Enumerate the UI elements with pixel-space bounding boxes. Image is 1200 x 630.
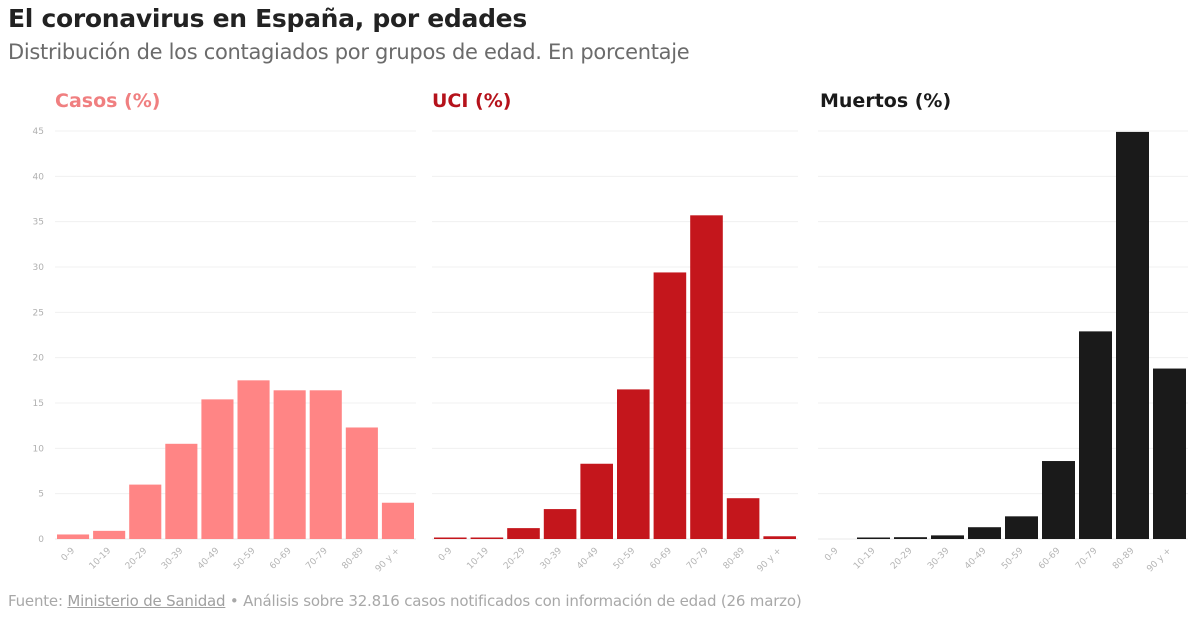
bar-0-9	[57, 534, 90, 539]
y-tick-label: 30	[33, 263, 45, 273]
panel-1: 0-9 10-19 20-29 30-39 40-49 50-59 60-69 70-79 80…	[432, 130, 798, 574]
x-tick-label: 20-29	[124, 546, 150, 572]
x-tick-label: 0-9	[437, 546, 455, 564]
x-tick-label: 20-29	[889, 546, 915, 572]
x-tick-label: 30-39	[926, 546, 952, 572]
y-tick-label: 10	[33, 444, 45, 454]
footer-separator: •	[229, 592, 239, 610]
bar-30-39	[931, 535, 964, 539]
bar-0-9	[434, 537, 467, 539]
bar-10-19	[857, 537, 890, 539]
x-tick-label: 60-69	[268, 546, 294, 572]
bar-80-89	[1116, 131, 1149, 539]
x-tick-label: 50-59	[1000, 546, 1026, 572]
source-prefix: Fuente:	[8, 592, 63, 610]
bar-50-59	[1005, 516, 1038, 539]
bar-40-49	[968, 527, 1001, 539]
x-tick-label: 80-89	[1111, 546, 1137, 572]
footer: Fuente: Ministerio de Sanidad • Análisis…	[8, 592, 802, 610]
bar-10-19	[93, 530, 126, 539]
x-tick-label: 10-19	[465, 546, 491, 572]
x-tick-label: 60-69	[1037, 546, 1063, 572]
bar-40-49	[580, 463, 613, 539]
y-tick-label: 45	[33, 127, 44, 137]
bar-50-59	[617, 389, 650, 539]
panel-0: 0 5 10 15 20 25 30 35 40 45 0-9 10-19 20-29 30-39 40-4…	[33, 127, 416, 574]
bar-70-79	[690, 215, 723, 539]
x-tick-label: 70-79	[1074, 546, 1100, 572]
bar-90y+	[763, 536, 796, 539]
bar-80-89	[345, 427, 378, 539]
x-tick-label: 40-49	[196, 546, 222, 572]
bar-80-89	[726, 498, 760, 539]
chart-subtitle: Distribución de los contagiados por grup…	[8, 40, 690, 64]
x-tick-label: 10-19	[852, 546, 878, 572]
y-tick-label: 20	[33, 354, 45, 364]
x-tick-label: 90 y +	[374, 546, 402, 574]
bar-40-49	[201, 399, 234, 539]
bar-90y+	[1153, 368, 1186, 539]
panel-title-uci: UCI (%)	[432, 90, 512, 112]
panel-2: 0-9 10-19 20-29 30-39 40-49 50-59 60-69 70-79 80…	[818, 130, 1188, 574]
bar-20-29	[507, 528, 540, 539]
x-tick-label: 30-39	[160, 546, 186, 572]
y-tick-label: 0	[38, 535, 44, 545]
y-tick-label: 40	[33, 172, 45, 182]
bar-60-69	[653, 272, 687, 539]
bar-70-79	[309, 390, 342, 539]
x-tick-label: 80-89	[722, 546, 748, 572]
footer-note: Análisis sobre 32.816 casos notificados …	[243, 592, 802, 610]
bar-30-39	[543, 509, 577, 539]
bar-20-29	[894, 537, 927, 539]
y-tick-label: 15	[33, 399, 44, 409]
x-tick-label: 80-89	[340, 546, 366, 572]
x-tick-label: 40-49	[575, 546, 601, 572]
bar-30-39	[165, 443, 198, 539]
x-tick-label: 90 y +	[1145, 546, 1173, 574]
x-tick-label: 10-19	[88, 546, 114, 572]
x-tick-label: 0-9	[823, 546, 841, 564]
bar-60-69	[1042, 461, 1075, 539]
x-tick-label: 20-29	[502, 546, 528, 572]
panel-title-casos: Casos (%)	[55, 90, 161, 112]
x-tick-label: 40-49	[963, 546, 989, 572]
y-tick-label: 35	[33, 218, 44, 228]
bar-20-29	[129, 484, 162, 539]
x-tick-label: 50-59	[232, 546, 258, 572]
bar-10-19	[470, 537, 504, 539]
x-tick-label: 0-9	[60, 546, 78, 564]
y-tick-label: 25	[33, 308, 44, 318]
bar-90y+	[381, 502, 414, 539]
chart-title: El coronavirus en España, por edades	[8, 4, 527, 33]
y-tick-label: 5	[38, 490, 44, 500]
bar-50-59	[237, 380, 270, 539]
bar-70-79	[1079, 331, 1112, 539]
x-tick-label: 50-59	[612, 546, 638, 572]
bar-60-69	[273, 390, 306, 539]
x-tick-label: 70-79	[304, 546, 330, 572]
x-tick-label: 90 y +	[756, 546, 784, 574]
source-link[interactable]: Ministerio de Sanidad	[67, 592, 226, 610]
x-tick-label: 60-69	[648, 546, 674, 572]
x-tick-label: 30-39	[539, 546, 565, 572]
x-tick-label: 70-79	[685, 546, 711, 572]
panel-title-muertos: Muertos (%)	[820, 90, 952, 112]
